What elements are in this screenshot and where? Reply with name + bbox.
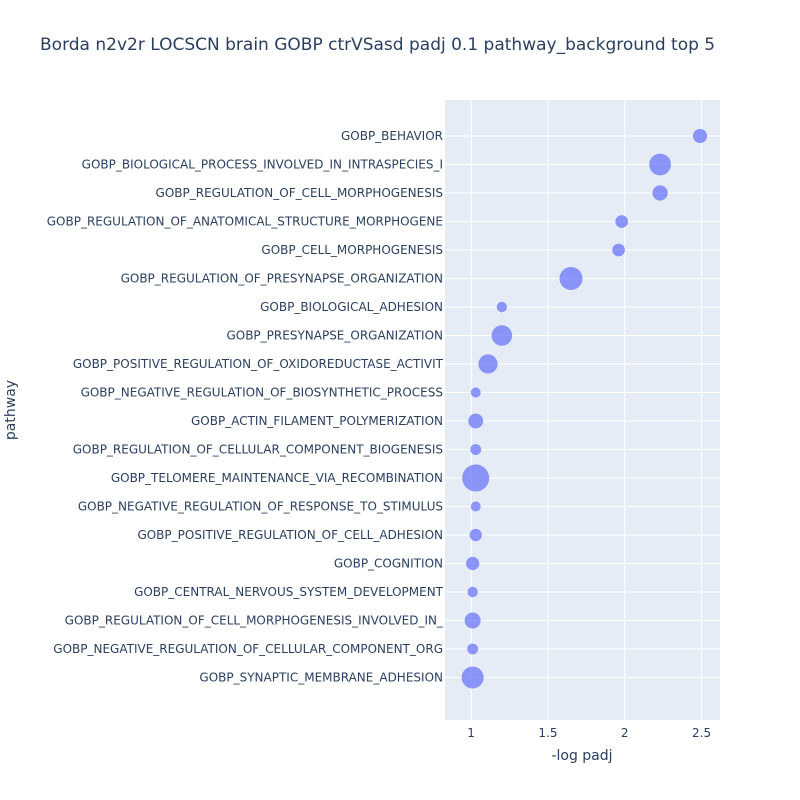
data-point <box>649 153 671 176</box>
data-point <box>462 464 490 492</box>
x-tick-label: 1.5 <box>538 726 557 740</box>
y-tick-label: GOBP_PRESYNAPSE_ORGANIZATION <box>226 329 443 343</box>
y-tick-label: GOBP_POSITIVE_REGULATION_OF_CELL_ADHESIO… <box>137 528 443 542</box>
x-tick-label: 1 <box>467 726 475 740</box>
data-point <box>468 413 484 429</box>
y-tick-labels: GOBP_BEHAVIOR GOBP_BIOLOGICAL_PROCESS_INV… <box>47 129 444 685</box>
data-point <box>692 128 708 144</box>
data-point <box>469 528 482 542</box>
data-points <box>461 128 708 689</box>
y-tick-label: GOBP_BIOLOGICAL_PROCESS_INVOLVED_IN_INTR… <box>82 158 443 172</box>
data-point <box>652 185 668 201</box>
y-tick-label: GOBP_CELL_MORPHOGENESIS <box>261 243 443 257</box>
data-point <box>615 215 628 228</box>
y-tick-label: GOBP_REGULATION_OF_PRESYNAPSE_ORGANIZATI… <box>121 272 443 286</box>
y-tick-label: GOBP_REGULATION_OF_CELL_MORPHOGENESIS_IN… <box>65 614 444 628</box>
y-tick-label: GOBP_BIOLOGICAL_ADHESION <box>260 300 443 314</box>
data-point <box>467 643 479 655</box>
y-tick-label: GOBP_NEGATIVE_REGULATION_OF_RESPONSE_TO_… <box>78 500 443 514</box>
data-point <box>559 267 583 290</box>
data-point <box>470 444 482 455</box>
y-tick-label: GOBP_NEGATIVE_REGULATION_OF_CELLULAR_COM… <box>53 642 443 656</box>
y-tick-label: GOBP_COGNITION <box>334 557 443 571</box>
x-tick-label: 2 <box>621 726 629 740</box>
y-tick-label: GOBP_NEGATIVE_REGULATION_OF_BIOSYNTHETIC… <box>81 386 443 400</box>
y-tick-label: GOBP_ACTIN_FILAMENT_POLYMERIZATION <box>191 414 443 428</box>
y-tick-label: GOBP_REGULATION_OF_CELLULAR_COMPONENT_BI… <box>73 443 443 457</box>
data-point <box>496 301 508 313</box>
data-point <box>461 666 484 689</box>
x-tick-label: 2.5 <box>692 726 711 740</box>
data-point <box>470 387 481 398</box>
gridlines <box>445 100 720 720</box>
y-axis-title: pathway <box>3 380 19 440</box>
data-point <box>470 501 481 512</box>
data-point <box>466 556 480 571</box>
y-tick-label: GOBP_BEHAVIOR <box>341 129 443 143</box>
data-point <box>464 612 481 629</box>
y-tick-label: GOBP_TELOMERE_MAINTENANCE_VIA_RECOMBINAT… <box>111 471 443 485</box>
y-tick-label: GOBP_SYNAPTIC_MEMBRANE_ADHESION <box>199 671 443 685</box>
y-tick-label: GOBP_REGULATION_OF_ANATOMICAL_STRUCTURE_… <box>47 215 443 229</box>
y-tick-label: GOBP_REGULATION_OF_CELL_MORPHOGENESIS <box>156 186 443 200</box>
x-axis-title: -log padj <box>551 748 612 764</box>
y-tick-label: GOBP_CENTRAL_NERVOUS_SYSTEM_DEVELOPMENT <box>134 585 444 599</box>
data-point <box>478 354 498 374</box>
data-point <box>491 325 513 346</box>
chart-title: Borda n2v2r LOCSCN brain GOBP ctrVSasd p… <box>40 35 715 55</box>
data-point <box>467 586 478 598</box>
plot-area <box>445 100 720 720</box>
data-point <box>612 243 625 257</box>
y-tick-label: GOBP_POSITIVE_REGULATION_OF_OXIDOREDUCTA… <box>73 357 444 371</box>
x-tick-labels: 1 1.5 2 2.5 <box>467 726 711 740</box>
